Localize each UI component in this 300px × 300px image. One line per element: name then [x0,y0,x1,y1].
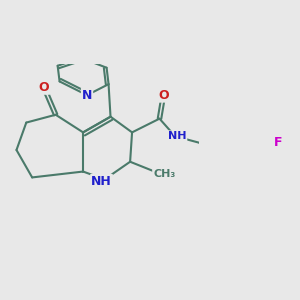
Text: CH₃: CH₃ [153,169,175,178]
Text: NH: NH [91,175,112,188]
Text: F: F [274,136,282,149]
Text: NH: NH [168,131,186,141]
Text: O: O [39,81,49,94]
Text: O: O [158,88,169,102]
Text: N: N [82,88,92,102]
